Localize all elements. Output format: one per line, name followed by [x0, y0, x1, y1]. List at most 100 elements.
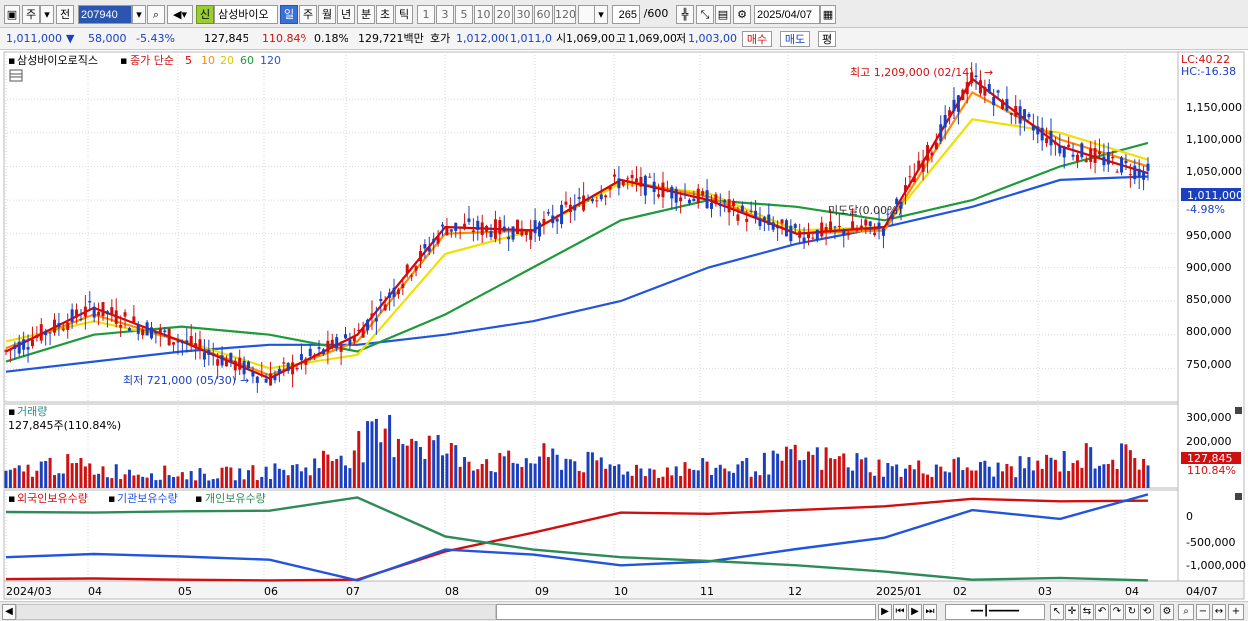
volume-bar	[542, 443, 546, 488]
period-day-button[interactable]: 일	[280, 5, 298, 24]
x-axis-label: 11	[700, 585, 714, 598]
interval-30-button[interactable]: 30	[514, 5, 533, 24]
period-second-button[interactable]: 초	[376, 5, 394, 24]
holdings-panel-close-icon[interactable]	[1235, 493, 1242, 500]
period-type-dropdown-icon[interactable]: ▾	[40, 5, 54, 24]
scroll-thumb[interactable]	[496, 604, 876, 620]
search-icon[interactable]: ⌕	[147, 5, 165, 24]
interval-10-button[interactable]: 10	[474, 5, 493, 24]
rewind-icon[interactable]: ⏮	[893, 604, 907, 620]
interval-1-button[interactable]: 1	[417, 5, 435, 24]
candle-body	[291, 362, 295, 375]
crosshair-icon[interactable]: ✛	[1065, 604, 1079, 620]
candle-body	[202, 352, 206, 360]
period-minute-button[interactable]: 분	[357, 5, 375, 24]
table-icon[interactable]	[9, 69, 23, 82]
zoom-slider[interactable]: ━━┃━━━━━	[945, 604, 1045, 620]
refresh-icon[interactable]: ↻	[1125, 604, 1139, 620]
undo-icon[interactable]: ↶	[1095, 604, 1109, 620]
zoom-icon[interactable]: ⌕	[1178, 604, 1194, 620]
sin-button[interactable]: 신	[196, 5, 214, 24]
candle-body	[414, 266, 418, 271]
volume-panel-close-icon[interactable]	[1235, 407, 1242, 414]
interval-60-button[interactable]: 60	[534, 5, 553, 24]
candle-body	[105, 311, 109, 315]
legend-marker-icon: ▪	[120, 54, 127, 67]
volume-bar	[590, 452, 594, 488]
zoom-reset-icon[interactable]: ⟲	[1140, 604, 1154, 620]
volume-bar	[551, 448, 555, 488]
volume-bar	[546, 457, 550, 488]
volume-bar	[247, 470, 251, 488]
code-dropdown-icon[interactable]: ▾	[132, 5, 146, 24]
settings-icon[interactable]: ⚙	[1160, 604, 1174, 620]
interval-3-button[interactable]: 3	[436, 5, 454, 24]
period-type-select[interactable]: 주	[22, 5, 40, 24]
stock-code-input[interactable]	[78, 5, 132, 24]
candle-body	[555, 218, 559, 222]
interval-5-button[interactable]: 5	[455, 5, 473, 24]
candle-body	[167, 328, 171, 346]
cursor-icon[interactable]: ↖	[1050, 604, 1064, 620]
volume-bar	[705, 461, 709, 488]
count-input[interactable]	[612, 5, 640, 24]
volume-bar	[956, 457, 960, 488]
candle-body	[467, 218, 471, 222]
stock-chart[interactable]: ▪ 삼성바이오로직스 ▪ 종가 단순 5 10 20 60 120 최고 1,2…	[0, 50, 1248, 602]
x-axis-label: 07	[346, 585, 360, 598]
zoom-out-icon[interactable]: −	[1196, 604, 1210, 620]
period-week-button[interactable]: 주	[299, 5, 317, 24]
turnover-rate: 0.18%	[314, 32, 348, 45]
candle-body	[665, 189, 669, 192]
candle-body	[639, 176, 643, 187]
save-icon[interactable]: ▤	[715, 5, 731, 24]
volume-bar	[652, 469, 656, 488]
zoom-fit-icon[interactable]: ↔	[1212, 604, 1226, 620]
candle-body	[1009, 112, 1013, 115]
calendar-icon[interactable]: ▦	[820, 5, 836, 24]
volume-bar	[1080, 467, 1084, 488]
volume-bar	[1133, 458, 1137, 488]
buy-button[interactable]: 매수	[742, 31, 772, 47]
candle-body	[1093, 148, 1097, 163]
candle-body	[361, 327, 365, 338]
interval-20-button[interactable]: 20	[494, 5, 513, 24]
candles	[4, 62, 1150, 393]
volume-bar	[379, 442, 383, 488]
play-icon[interactable]: ▶	[908, 604, 922, 620]
volume-bar	[180, 472, 184, 488]
candle-body	[286, 363, 290, 371]
zoom-in-icon[interactable]: +	[1228, 604, 1244, 620]
candle-body	[736, 214, 740, 221]
scroll-right-icon[interactable]: ▶	[878, 604, 892, 620]
window-menu-icon[interactable]: ▣	[4, 5, 20, 24]
scroll-left-icon[interactable]: ◀	[2, 604, 16, 620]
ma-line-120	[5, 175, 1149, 373]
eval-button[interactable]: 평	[818, 31, 836, 47]
forward-icon[interactable]: ⏭	[923, 604, 937, 620]
scroll-track[interactable]	[16, 604, 496, 620]
chart-type-icon[interactable]: ╬	[676, 5, 694, 24]
volume-bar	[282, 469, 286, 488]
candle-body	[767, 214, 771, 226]
volume-bar	[44, 460, 48, 488]
volume-bar	[657, 477, 661, 488]
prev-button[interactable]: 전	[56, 5, 74, 24]
interval-120-button[interactable]: 120	[554, 5, 576, 24]
volume-bar	[427, 435, 431, 488]
link-icon[interactable]: ⇆	[1080, 604, 1094, 620]
candle-body	[829, 221, 833, 232]
redo-icon[interactable]: ↷	[1110, 604, 1124, 620]
period-tick-button[interactable]: 틱	[395, 5, 413, 24]
draw-tool-icon[interactable]: ⤡	[696, 5, 714, 24]
speaker-icon[interactable]: ◀▾	[167, 5, 193, 24]
period-month-button[interactable]: 월	[318, 5, 336, 24]
volume-bar	[8, 469, 12, 488]
period-year-button[interactable]: 년	[337, 5, 355, 24]
date-input[interactable]	[754, 5, 820, 24]
candle-body	[886, 213, 890, 215]
sell-button[interactable]: 매도	[780, 31, 810, 47]
candle-body	[220, 355, 224, 366]
interval-dropdown-icon[interactable]: ▾	[594, 5, 608, 24]
gear-icon[interactable]: ⚙	[733, 5, 751, 24]
